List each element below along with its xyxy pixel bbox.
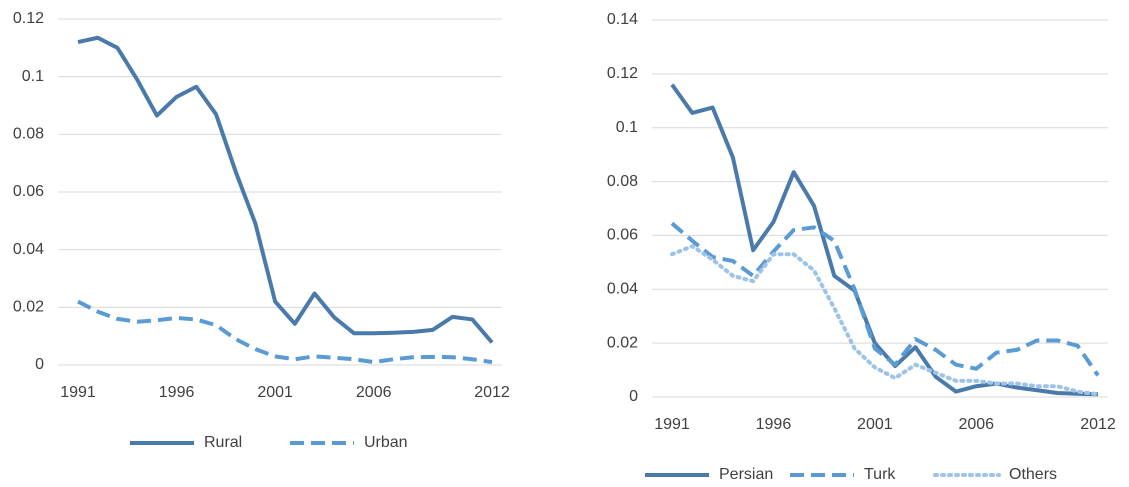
y-tick-label: 0.04	[607, 281, 638, 298]
series-line	[77, 299, 493, 365]
y-tick-label: 0.02	[607, 334, 638, 351]
y-tick-label: 0.06	[607, 227, 638, 244]
y-tick-label: 0	[35, 356, 44, 373]
y-tick-label: 0.02	[13, 299, 44, 316]
series-line	[77, 35, 494, 344]
series-line	[670, 244, 1100, 397]
x-tick-label: 2006	[356, 384, 392, 401]
y-tick-label: 0.08	[607, 173, 638, 190]
legend-label: Urban	[364, 434, 408, 451]
x-tick-label: 2001	[257, 384, 293, 401]
x-tick-label: 1996	[756, 416, 792, 433]
x-tick-label: 1996	[159, 384, 195, 401]
y-tick-label: 0.1	[22, 68, 44, 85]
series-line	[670, 83, 1099, 397]
legend-label: Rural	[204, 434, 242, 451]
y-tick-label: 0.12	[607, 65, 638, 82]
legend-label: Others	[1009, 466, 1057, 483]
legend-label: Turk	[864, 466, 896, 483]
y-tick-label: 0.14	[607, 11, 638, 28]
x-tick-label: 1991	[60, 384, 96, 401]
x-tick-label: 2012	[1080, 416, 1116, 433]
x-tick-label: 2012	[474, 384, 510, 401]
y-tick-label: 0.1	[616, 119, 638, 136]
x-tick-label: 1991	[654, 416, 690, 433]
x-tick-label: 2001	[857, 416, 893, 433]
x-tick-label: 2006	[958, 416, 994, 433]
y-tick-label: 0.12	[13, 10, 44, 27]
y-tick-label: 0	[629, 388, 638, 405]
series-line	[670, 221, 1100, 377]
y-tick-label: 0.08	[13, 126, 44, 143]
y-tick-label: 0.06	[13, 183, 44, 200]
y-tick-label: 0.04	[13, 241, 44, 258]
legend-label: Persian	[719, 466, 773, 483]
